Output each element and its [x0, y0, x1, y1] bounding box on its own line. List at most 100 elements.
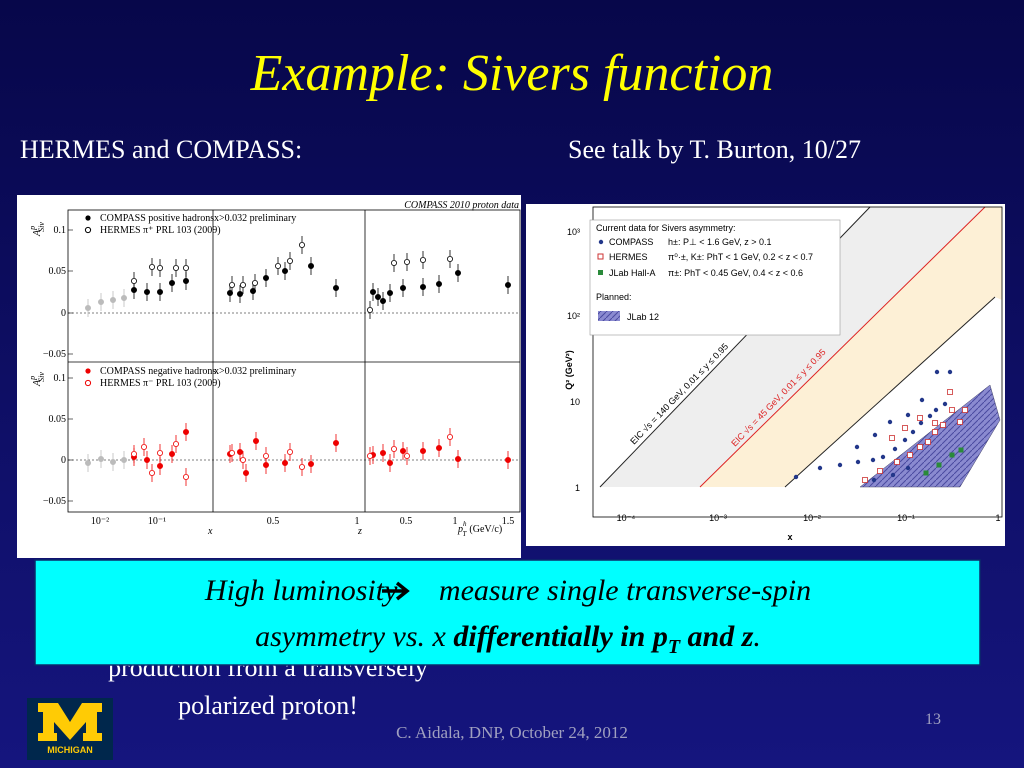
- y-label-sub: Siv: [37, 222, 46, 232]
- eic-line: [784, 296, 996, 488]
- marker: [390, 445, 397, 452]
- marker: [902, 425, 908, 431]
- marker: [918, 420, 924, 426]
- callout-text: asymmetry vs. x differentially in pT and…: [255, 620, 761, 658]
- marker: [182, 277, 189, 284]
- marker: [902, 437, 908, 443]
- caption: COMPASS 2010 proton data: [404, 200, 519, 211]
- y-tick-label: 10: [570, 397, 580, 407]
- legend-cuts: π±: PhT < 0.45 GeV, 0.4 < z < 0.6: [668, 268, 803, 278]
- marker: [121, 456, 128, 463]
- callout-part: asymmetry vs. x: [255, 620, 453, 653]
- marker: [894, 459, 900, 465]
- marker: [932, 420, 938, 426]
- y-label: ApSiv ApSiv: [28, 222, 46, 387]
- marker: [228, 281, 235, 288]
- marker: [130, 277, 137, 284]
- y-tick-label: 0.1: [54, 225, 67, 236]
- marker: [286, 257, 293, 264]
- marker: [252, 437, 259, 444]
- legend-marker: [85, 368, 91, 374]
- marker: [251, 279, 258, 286]
- marker: [121, 294, 128, 301]
- marker: [454, 269, 461, 276]
- marker: [168, 279, 175, 286]
- marker: [962, 407, 968, 413]
- marker: [880, 454, 886, 460]
- marker: [130, 450, 137, 457]
- legend-title: Planned:: [596, 292, 632, 302]
- marker: [454, 455, 461, 462]
- marker: [386, 289, 393, 296]
- y-label-sup: p: [28, 376, 37, 381]
- x-tick-label: 10⁻⁴: [617, 513, 636, 523]
- callout-part: and z: [680, 620, 754, 653]
- legend-label: COMPASS negative hadrons: [100, 366, 216, 377]
- legend-label: HERMES: [609, 252, 648, 262]
- y-tick-label: 0: [61, 455, 66, 466]
- callout-box: [34, 559, 981, 666]
- y-label-main: A: [32, 379, 43, 387]
- marker: [228, 449, 235, 456]
- x-tick-label: 10⁻³: [709, 513, 727, 523]
- eic-line: [699, 206, 986, 488]
- marker: [504, 281, 511, 288]
- marker: [871, 477, 877, 483]
- marker: [262, 274, 269, 281]
- legend-cuts: h±: P⊥ < 1.6 GeV, z > 0.1: [668, 237, 772, 247]
- slide-title: Example: Sivers function: [250, 45, 774, 102]
- marker: [262, 452, 269, 459]
- marker: [386, 459, 393, 466]
- marker: [98, 455, 105, 462]
- legend-marker: [84, 379, 92, 387]
- marker: [890, 472, 896, 478]
- marker: [148, 469, 155, 476]
- marker: [403, 452, 410, 459]
- callout-part: High luminosity: [204, 574, 405, 607]
- callout-text: High luminosity measure single transvers…: [204, 574, 811, 607]
- frame: [592, 206, 1003, 518]
- marker: [872, 432, 878, 438]
- marker: [242, 469, 249, 476]
- legend-marker: [598, 311, 620, 321]
- marker: [927, 413, 933, 419]
- points: [85, 236, 511, 486]
- marker: [286, 448, 293, 455]
- x-tick-label: 10⁻¹: [148, 516, 166, 527]
- y-tick-label: 10²: [567, 311, 580, 321]
- marker: [140, 443, 147, 450]
- marker: [281, 267, 288, 274]
- y-tick-label: 10³: [567, 227, 580, 237]
- marker: [932, 429, 938, 435]
- marker: [182, 428, 189, 435]
- marker: [307, 460, 314, 467]
- marker: [435, 444, 442, 451]
- marker: [332, 284, 339, 291]
- legend-label: JLab Hall-A: [609, 268, 656, 278]
- y-tick-label: 0.1: [54, 373, 67, 384]
- y-label: ApSiv: [28, 222, 46, 237]
- marker: [446, 433, 453, 440]
- marker: [435, 280, 442, 287]
- marker: [936, 462, 942, 468]
- marker: [168, 450, 175, 457]
- marker: [236, 290, 243, 297]
- marker: [148, 263, 155, 270]
- x-tick-label: 10⁻¹: [897, 513, 915, 523]
- y-tick-label: 0: [61, 308, 66, 319]
- legend-marker: [84, 226, 92, 234]
- reference: See talk by T. Burton, 10/27: [568, 135, 861, 164]
- note: x>0.032 preliminary: [214, 366, 296, 377]
- marker: [419, 256, 426, 263]
- marker: [925, 439, 931, 445]
- marker: [182, 264, 189, 271]
- points: [793, 369, 968, 483]
- marker: [949, 407, 955, 413]
- marker: [923, 470, 929, 476]
- marker: [172, 440, 179, 447]
- marker: [281, 459, 288, 466]
- region: [600, 207, 985, 487]
- x-label-sub: T: [463, 530, 468, 538]
- marker: [947, 389, 953, 395]
- marker: [110, 296, 117, 303]
